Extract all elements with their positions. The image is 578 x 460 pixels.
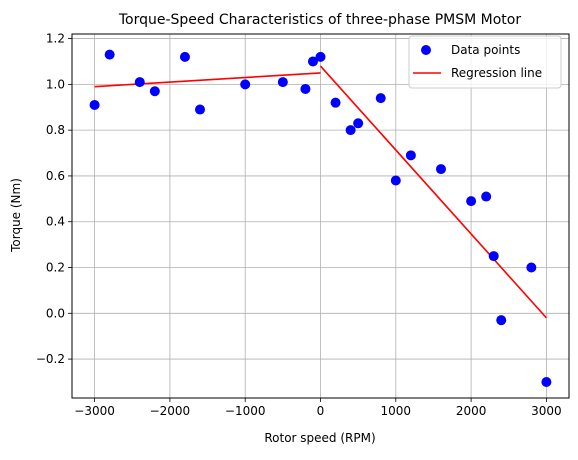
y-tick-label: 0.2 (46, 261, 65, 275)
regression-line-segment (94, 72, 321, 88)
chart-title: Torque-Speed Characteristics of three-ph… (118, 12, 521, 28)
data-point (149, 86, 160, 97)
x-tick-label: 3000 (531, 404, 562, 418)
y-tick-label: 0.0 (46, 306, 65, 320)
data-point (353, 118, 364, 129)
legend: Data points Regression line (408, 35, 562, 89)
data-point (307, 56, 318, 67)
data-point (240, 79, 251, 90)
y-tick-label: 0.4 (46, 215, 65, 229)
x-tick-label: 0 (317, 404, 325, 418)
data-point (134, 77, 145, 88)
legend-marker-data-points (421, 45, 431, 55)
data-point (496, 315, 507, 326)
x-tick-label: −3000 (74, 404, 115, 418)
data-point (466, 196, 477, 207)
data-point (375, 93, 386, 104)
data-point (89, 99, 100, 110)
grid (72, 34, 569, 398)
data-point (541, 376, 552, 387)
y-tick-label: 1.2 (46, 32, 65, 46)
legend-box (408, 35, 562, 89)
x-tick-label: −2000 (150, 404, 191, 418)
data-point (330, 97, 341, 108)
data-point (390, 175, 401, 186)
legend-label-regression-line: Regression line (451, 66, 542, 80)
data-point (526, 262, 537, 273)
data-point (104, 49, 115, 60)
data-point (179, 51, 190, 62)
data-point (435, 164, 446, 175)
x-tick-label: −1000 (225, 404, 266, 418)
y-axis-label: Torque (Nm) (9, 178, 23, 253)
x-axis-ticks: −3000 −2000 −1000 0 1000 2000 3000 (74, 398, 562, 418)
legend-label-data-points: Data points (451, 43, 520, 57)
data-point (315, 51, 326, 62)
regression-line-segment (319, 65, 548, 319)
y-tick-label: 0.6 (46, 169, 65, 183)
data-point (195, 104, 206, 115)
x-tick-label: 1000 (381, 404, 412, 418)
x-tick-label: 2000 (456, 404, 487, 418)
data-points-layer (89, 49, 552, 387)
x-axis-label: Rotor speed (RPM) (264, 431, 375, 445)
data-point (405, 150, 416, 161)
y-axis-ticks: −0.2 0.0 0.2 0.4 0.6 0.8 1.0 1.2 (36, 32, 72, 366)
data-point (488, 251, 499, 262)
data-point (277, 77, 288, 88)
data-point (300, 83, 311, 94)
y-tick-label: −0.2 (36, 352, 65, 366)
regression-line-layer (94, 65, 548, 319)
data-point (481, 191, 492, 202)
y-tick-label: 0.8 (46, 123, 65, 137)
data-point (345, 125, 356, 136)
y-tick-label: 1.0 (46, 77, 65, 91)
